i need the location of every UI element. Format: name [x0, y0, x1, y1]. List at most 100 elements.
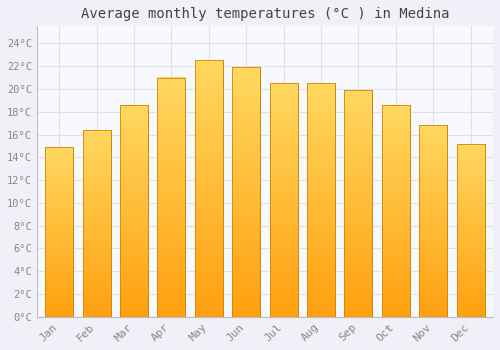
Bar: [195, 204, 223, 209]
Bar: [344, 267, 372, 272]
Bar: [344, 222, 372, 226]
Bar: [307, 92, 335, 97]
Bar: [307, 148, 335, 153]
Bar: [419, 125, 447, 317]
Bar: [419, 156, 447, 160]
Bar: [270, 116, 297, 121]
Bar: [307, 219, 335, 223]
Bar: [120, 228, 148, 232]
Bar: [158, 116, 186, 121]
Bar: [456, 161, 484, 164]
Bar: [232, 97, 260, 102]
Bar: [382, 249, 410, 253]
Bar: [232, 137, 260, 142]
Bar: [270, 307, 297, 312]
Bar: [82, 268, 110, 272]
Bar: [419, 194, 447, 198]
Bar: [82, 130, 110, 317]
Bar: [344, 117, 372, 122]
Bar: [82, 264, 110, 268]
Bar: [307, 303, 335, 307]
Bar: [158, 78, 186, 317]
Bar: [307, 162, 335, 167]
Bar: [382, 300, 410, 304]
Bar: [82, 152, 110, 156]
Bar: [232, 102, 260, 107]
Bar: [120, 236, 148, 240]
Bar: [158, 87, 186, 92]
Bar: [419, 210, 447, 214]
Bar: [270, 265, 297, 270]
Bar: [45, 205, 74, 208]
Bar: [45, 177, 74, 181]
Bar: [120, 118, 148, 122]
Bar: [45, 201, 74, 205]
Bar: [232, 147, 260, 152]
Bar: [344, 153, 372, 158]
Bar: [45, 150, 74, 154]
Bar: [232, 282, 260, 287]
Bar: [270, 284, 297, 289]
Bar: [232, 252, 260, 257]
Bar: [158, 312, 186, 317]
Bar: [120, 219, 148, 224]
Bar: [419, 160, 447, 164]
Bar: [419, 301, 447, 305]
Bar: [195, 153, 223, 158]
Bar: [158, 231, 186, 236]
Bar: [82, 193, 110, 197]
Bar: [456, 154, 484, 158]
Bar: [232, 287, 260, 292]
Bar: [232, 237, 260, 242]
Bar: [45, 307, 74, 310]
Bar: [270, 256, 297, 261]
Bar: [382, 219, 410, 224]
Bar: [382, 206, 410, 211]
Bar: [195, 312, 223, 317]
Bar: [456, 275, 484, 279]
Bar: [158, 283, 186, 288]
Bar: [232, 167, 260, 172]
Bar: [456, 144, 484, 317]
Bar: [82, 283, 110, 287]
Bar: [307, 298, 335, 303]
Bar: [158, 140, 186, 145]
Bar: [307, 312, 335, 317]
Bar: [270, 312, 297, 317]
Bar: [120, 257, 148, 262]
Bar: [307, 200, 335, 205]
Bar: [82, 257, 110, 261]
Bar: [120, 105, 148, 317]
Bar: [45, 235, 74, 239]
Bar: [307, 233, 335, 237]
Bar: [120, 173, 148, 177]
Bar: [307, 307, 335, 312]
Bar: [456, 227, 484, 230]
Bar: [344, 172, 372, 176]
Bar: [195, 173, 223, 178]
Bar: [419, 133, 447, 137]
Bar: [232, 72, 260, 77]
Bar: [382, 164, 410, 168]
Bar: [344, 226, 372, 231]
Bar: [195, 214, 223, 219]
Bar: [344, 240, 372, 244]
Bar: [382, 236, 410, 240]
Bar: [382, 295, 410, 300]
Bar: [382, 232, 410, 236]
Bar: [45, 195, 74, 198]
Bar: [344, 244, 372, 249]
Bar: [158, 78, 186, 317]
Bar: [82, 234, 110, 238]
Bar: [45, 293, 74, 296]
Bar: [158, 192, 186, 197]
Bar: [456, 158, 484, 161]
Bar: [120, 143, 148, 147]
Bar: [158, 298, 186, 302]
Bar: [158, 125, 186, 130]
Bar: [270, 289, 297, 293]
Bar: [158, 302, 186, 307]
Bar: [195, 255, 223, 260]
Bar: [232, 182, 260, 187]
Bar: [45, 157, 74, 161]
